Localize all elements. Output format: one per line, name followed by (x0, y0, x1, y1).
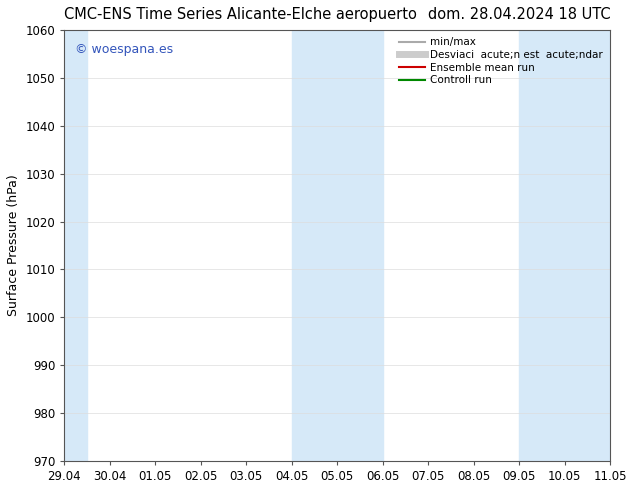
Y-axis label: Surface Pressure (hPa): Surface Pressure (hPa) (7, 174, 20, 317)
Text: CMC-ENS Time Series Alicante-Elche aeropuerto: CMC-ENS Time Series Alicante-Elche aerop… (64, 7, 417, 22)
Bar (41, 30, 87, 461)
Legend: min/max, Desviaci  acute;n est  acute;ndar, Ensemble mean run, Controll run: min/max, Desviaci acute;n est acute;ndar… (395, 33, 607, 89)
Bar (519, 30, 633, 461)
Bar (292, 30, 383, 461)
Text: © woespana.es: © woespana.es (75, 43, 173, 56)
Text: dom. 28.04.2024 18 UTC: dom. 28.04.2024 18 UTC (428, 7, 611, 22)
